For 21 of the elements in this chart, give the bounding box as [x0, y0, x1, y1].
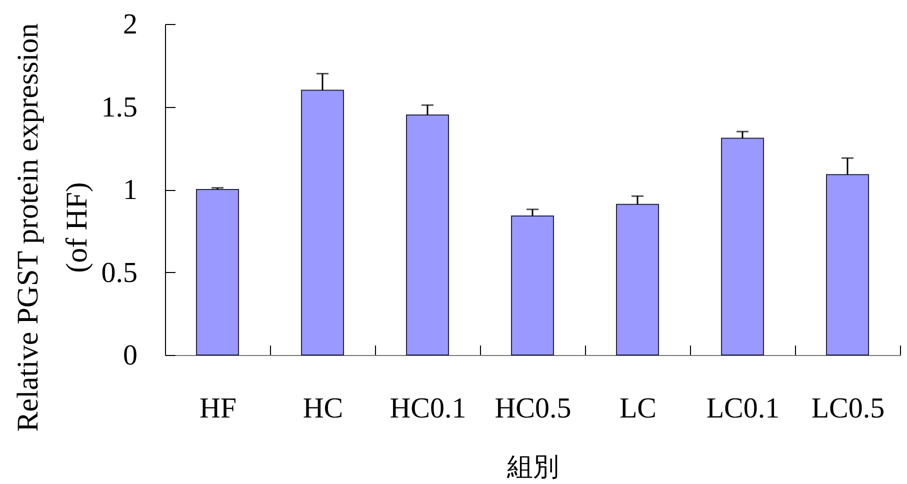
bar: [511, 215, 554, 356]
x-tick-label: HF: [199, 392, 237, 424]
x-tick-label: HC0.1: [390, 392, 466, 424]
bar: [196, 189, 239, 356]
y-tick-label: 1.5: [101, 91, 138, 124]
x-tick-label: HC: [302, 392, 344, 424]
bar: [826, 174, 869, 356]
y-tick-label: 1: [123, 174, 138, 206]
x-tick-label: HC0.5: [494, 392, 572, 424]
x-tick-label: LC0.1: [706, 392, 780, 424]
bar: [721, 138, 764, 356]
x-tick-label: LC: [619, 392, 657, 424]
y-tick-label: 0: [123, 340, 138, 372]
bar: [616, 204, 659, 356]
bar: [301, 90, 344, 356]
y-tick-label: 0.5: [101, 256, 138, 289]
y-axis-title: Relative PGST protein expression (of HF): [12, 23, 94, 432]
y-tick-label: 2: [123, 8, 138, 40]
x-axis-title: 組別: [506, 452, 559, 482]
x-tick-label: LC0.5: [811, 392, 885, 424]
bar: [406, 114, 449, 356]
